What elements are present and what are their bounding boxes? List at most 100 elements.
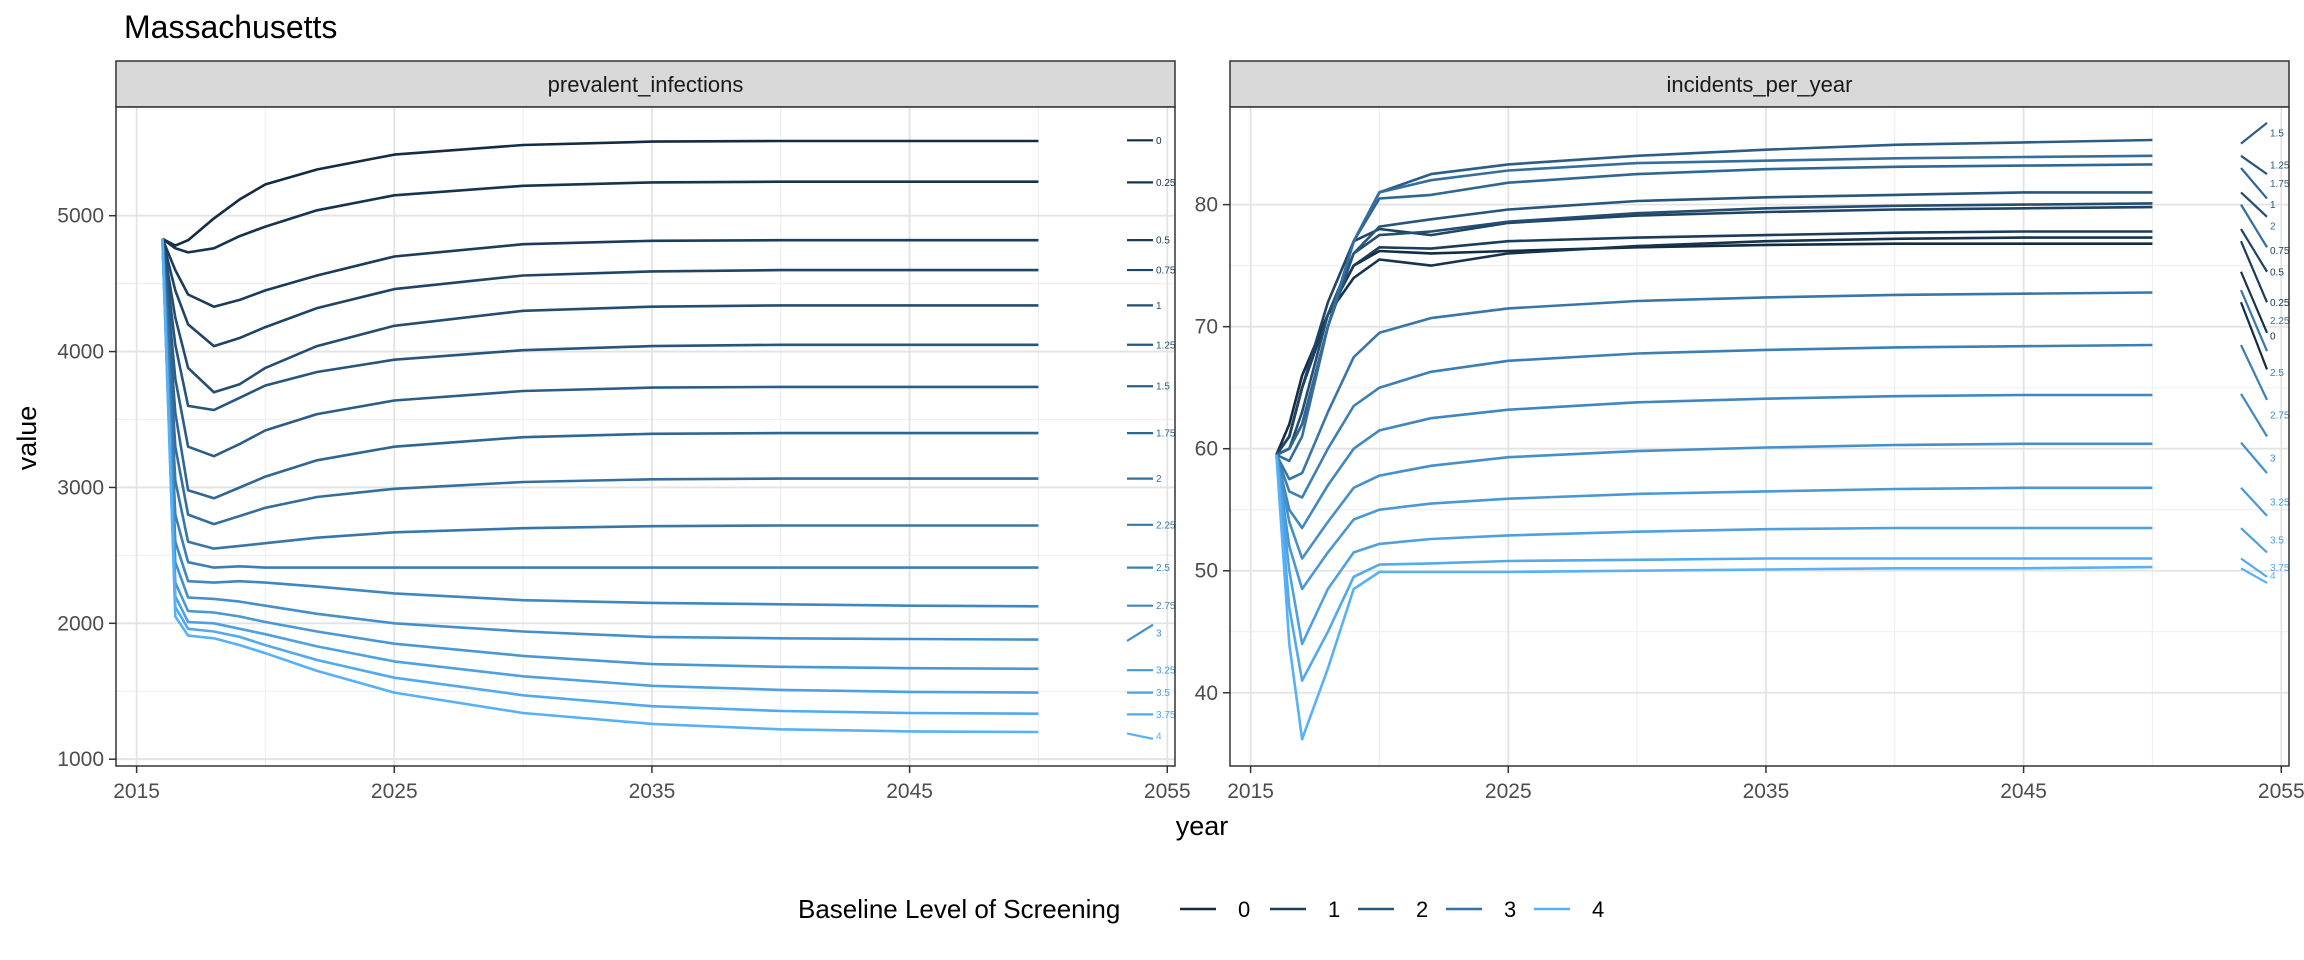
series-line-2.75 — [161, 238, 1039, 608]
end-label-4: 4 — [1156, 732, 1162, 743]
x-tick-label: 2045 — [886, 780, 933, 803]
end-label-segment-0.75 — [2240, 228, 2268, 273]
end-label-2.75: 2.75 — [1156, 601, 1176, 612]
series-line-2.25 — [161, 238, 1039, 550]
end-label-segment-1.25 — [2240, 154, 2268, 176]
end-label-segment-2 — [2240, 204, 2268, 248]
y-tick-label: 1000 — [57, 748, 104, 771]
series-line-1.75 — [161, 238, 1039, 500]
end-label-2: 2 — [1156, 474, 1162, 485]
legend-keys: 0 1 2 3 4 — [1180, 897, 1604, 922]
legend-label-2: 2 — [1416, 897, 1428, 922]
end-label-segment-3 — [1126, 623, 1154, 642]
end-label-0: 0 — [2270, 331, 2276, 342]
gridlines — [116, 107, 1175, 766]
panel-border — [115, 106, 1176, 767]
series-line-0.5 — [161, 238, 1039, 308]
facet-strip — [115, 60, 1176, 108]
end-label-4: 4 — [2270, 571, 2276, 582]
end-label-0.5: 0.5 — [2270, 267, 2284, 278]
x-tick-label: 2025 — [371, 780, 418, 803]
x-tick-label: 2015 — [113, 780, 160, 803]
series-line-3.25 — [1275, 454, 2153, 591]
y-tick-label: 40 — [1195, 682, 1218, 705]
end-label-segment-2.25 — [2239, 289, 2269, 352]
y-tick-label: 4000 — [57, 341, 104, 364]
x-tick-label: 2015 — [1227, 780, 1274, 803]
series-lines — [1275, 138, 2153, 741]
end-label-segment-4 — [1126, 732, 1154, 740]
series-line-0 — [1275, 242, 2153, 456]
series-line-4 — [1275, 454, 2153, 741]
end-label-3.75: 3.75 — [1156, 710, 1176, 721]
x-tick-label: 2035 — [629, 780, 676, 803]
end-label-1.25: 1.25 — [1156, 340, 1176, 351]
end-label-2.5: 2.5 — [2270, 368, 2284, 379]
end-label-segment-0 — [2239, 301, 2269, 370]
end-label-1.75: 1.75 — [2270, 179, 2290, 190]
end-label-3.25: 3.25 — [2270, 497, 2290, 508]
end-label-0.25: 0.25 — [2270, 298, 2290, 309]
x-tick-label: 2035 — [1743, 780, 1790, 803]
series-line-1 — [1275, 202, 2153, 456]
y-tick-label: 3000 — [57, 476, 104, 499]
end-label-2.75: 2.75 — [2270, 411, 2290, 422]
series-line-3.5 — [1275, 454, 2153, 646]
legend-label-3: 3 — [1504, 897, 1516, 922]
x-tick-label: 2055 — [1144, 780, 1191, 803]
end-label-1.75: 1.75 — [1156, 429, 1176, 440]
end-label-segment-3 — [2240, 441, 2268, 474]
end-label-segment-1.75 — [2240, 167, 2268, 200]
y-axis-label: value — [12, 406, 42, 471]
end-label-segment-4 — [2240, 567, 2268, 584]
y-tick-label: 60 — [1195, 438, 1218, 461]
end-labels: 0 0.25 0.5 0.75 1 1.25 1.5 1.75 2 2.25 2.5 2.75 3 3.2… — [1126, 136, 1176, 743]
y-tick-label: 50 — [1195, 560, 1218, 583]
end-label-3: 3 — [1156, 628, 1162, 639]
series-line-2.5 — [161, 238, 1039, 569]
y-tick-label: 2000 — [57, 612, 104, 635]
series-line-2 — [1275, 154, 2153, 463]
end-label-segment-3.5 — [2240, 527, 2268, 554]
x-axis: 2015 2025 2035 2045 2055 — [113, 766, 1191, 803]
end-label-3.25: 3.25 — [1156, 666, 1176, 677]
panel-border — [1229, 106, 2290, 767]
chart-title: Massachusetts — [124, 9, 337, 45]
end-label-1: 1 — [1156, 301, 1162, 312]
series-line-1 — [161, 238, 1039, 394]
series-line-2 — [161, 238, 1039, 526]
y-tick-label: 5000 — [57, 205, 104, 228]
facet-strip-label: incidents_per_year — [1667, 72, 1853, 97]
series-line-2.5 — [1275, 343, 2153, 499]
end-label-segment-0.5 — [2239, 240, 2269, 303]
end-label-2.25: 2.25 — [1156, 520, 1176, 531]
series-line-1.25 — [161, 238, 1039, 412]
end-label-3.5: 3.5 — [2270, 536, 2284, 547]
legend: Baseline Level of Screening 0 1 2 3 4 — [798, 894, 1604, 924]
panel-prevalent_infections: prevalent_infections 0 0.25 0.5 0.75 1 1.25 1.5… — [57, 60, 1191, 803]
end-label-segment-1 — [2240, 191, 2268, 218]
x-tick-label: 2025 — [1485, 780, 1532, 803]
series-line-1.5 — [161, 238, 1039, 458]
series-line-3.75 — [161, 238, 1039, 715]
series-line-0.25 — [161, 180, 1039, 254]
end-label-2.5: 2.5 — [1156, 563, 1170, 574]
end-label-2.25: 2.25 — [2270, 316, 2290, 327]
panel-incidents_per_year: incidents_per_year 1.5 1.25 1.75 1 2 0.75 0.5 0.… — [1195, 60, 2304, 803]
y-axis: 1000 2000 3000 4000 5000 — [57, 205, 116, 771]
series-line-2.75 — [1275, 393, 2153, 530]
end-label-segment-0.25 — [2239, 271, 2269, 334]
y-axis: 40 50 60 70 80 — [1195, 194, 1230, 705]
series-line-3.75 — [1275, 454, 2153, 682]
end-label-1: 1 — [2270, 200, 2276, 211]
end-label-3.5: 3.5 — [1156, 688, 1170, 699]
y-tick-label: 80 — [1195, 194, 1218, 217]
facet-panels: prevalent_infections00.250.50.7511.251.5… — [57, 60, 2304, 803]
series-line-3 — [1275, 442, 2153, 560]
legend-label-1: 1 — [1328, 897, 1340, 922]
series-line-0.75 — [1275, 205, 2153, 456]
end-label-3: 3 — [2270, 453, 2276, 464]
end-label-1.5: 1.5 — [2270, 129, 2284, 140]
series-line-3.5 — [161, 238, 1039, 694]
